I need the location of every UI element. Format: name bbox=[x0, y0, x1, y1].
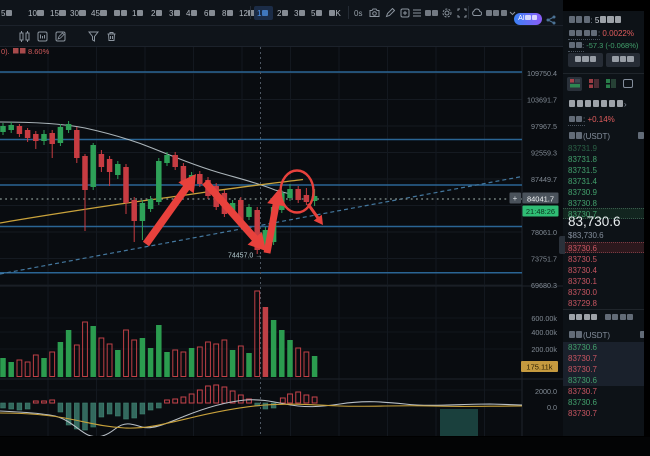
svg-text:78061.0: 78061.0 bbox=[531, 228, 557, 237]
svg-text:0).: 0). bbox=[1, 47, 10, 56]
svg-text:21:48:26: 21:48:26 bbox=[526, 207, 555, 216]
svg-text:+: + bbox=[513, 194, 518, 203]
svg-text:200.00k: 200.00k bbox=[531, 345, 557, 354]
svg-text:175.11k: 175.11k bbox=[526, 363, 552, 372]
svg-text:73751.7: 73751.7 bbox=[531, 254, 557, 263]
svg-text:69680.3: 69680.3 bbox=[531, 281, 557, 290]
svg-text:109750.4: 109750.4 bbox=[527, 69, 557, 78]
svg-text:87449.7: 87449.7 bbox=[531, 175, 557, 184]
svg-text:97967.5: 97967.5 bbox=[531, 122, 557, 131]
svg-text:84041.7: 84041.7 bbox=[527, 194, 554, 203]
svg-text:103691.7: 103691.7 bbox=[527, 95, 557, 104]
svg-text:2000.0: 2000.0 bbox=[535, 387, 557, 396]
svg-text:74457.0 →: 74457.0 → bbox=[228, 253, 262, 260]
svg-text:400.00k: 400.00k bbox=[531, 328, 557, 337]
svg-text:92559.3: 92559.3 bbox=[531, 148, 557, 157]
svg-text:600.00k: 600.00k bbox=[531, 314, 557, 323]
svg-text:0.0: 0.0 bbox=[547, 403, 557, 412]
svg-text:8.60%: 8.60% bbox=[28, 47, 50, 56]
